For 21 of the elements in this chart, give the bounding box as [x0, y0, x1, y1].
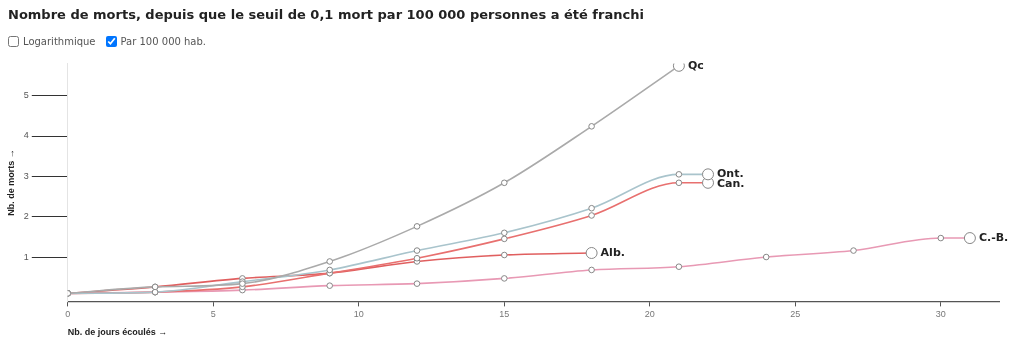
x-tick-label: 15 [499, 309, 510, 320]
x-tick-label: 0 [65, 309, 71, 320]
x-tick-label: 30 [935, 309, 946, 320]
text: Par 100 000 hab. [120, 36, 207, 47]
x-tick-label: 5 [210, 309, 216, 320]
series-label: Qc [687, 58, 704, 72]
chart-title: Nombre de morts, depuis que le seuil de 0,1 mort par 100 000 personnes a été franchi [8, 7, 644, 22]
text: Logarithmique [23, 36, 96, 47]
series-label: Can. [717, 177, 745, 191]
x-axis-title: Nb. de jours écoulés → [67, 327, 168, 338]
y-tick-label: 4 [23, 130, 29, 141]
x-tick-label: 10 [353, 309, 364, 320]
x-tick-label: 20 [644, 309, 655, 320]
y-axis-title: Nb. de morts → [5, 149, 16, 216]
y-tick-label: 5 [23, 90, 29, 101]
y-tick-label: 2 [23, 211, 29, 222]
y-tick-label: 1 [23, 251, 29, 262]
y-tick-label: 3 [23, 170, 29, 181]
series-label: C.-B. [978, 230, 1009, 244]
series-label: Alb. [600, 245, 625, 259]
x-tick-label: 25 [790, 309, 801, 320]
